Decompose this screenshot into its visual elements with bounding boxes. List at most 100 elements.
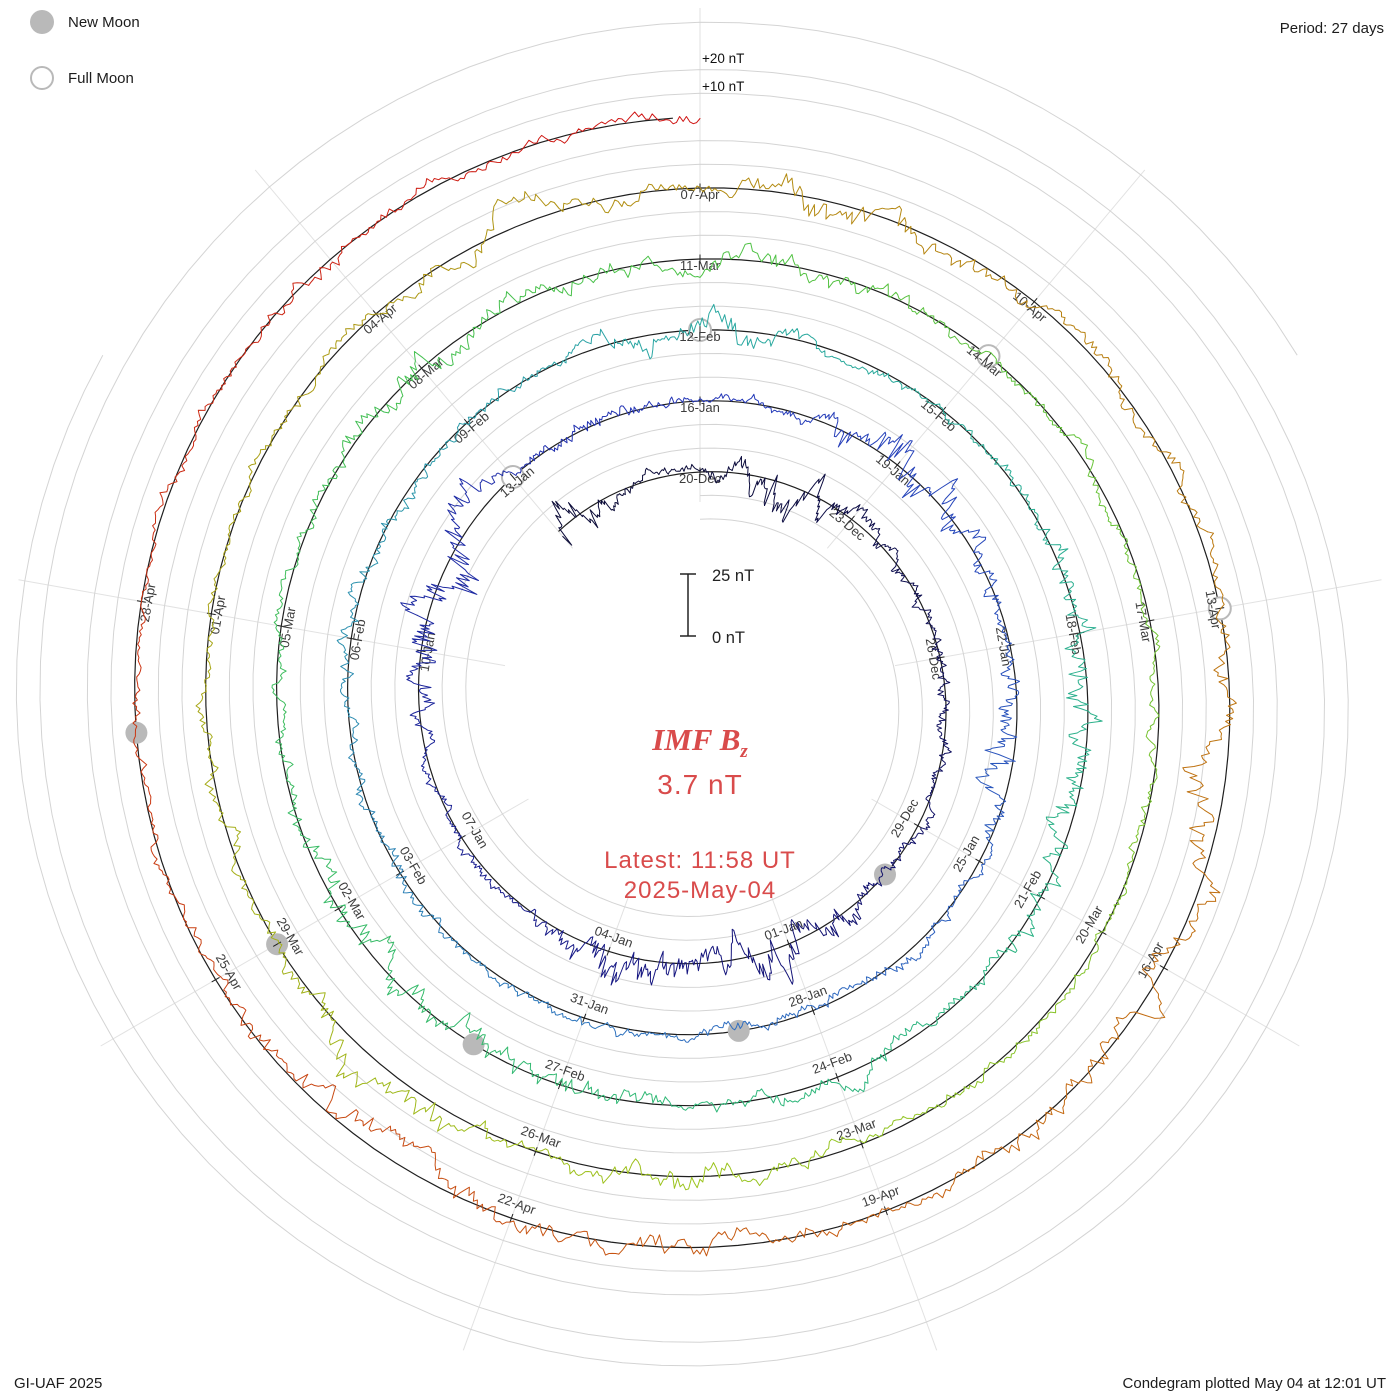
bz-trace-segment (218, 812, 255, 910)
bz-trace-segment (1141, 725, 1158, 820)
bz-trace-segment (814, 203, 917, 237)
latest-time: Latest: 11:58 UT (604, 847, 796, 875)
bz-trace-segment (1166, 850, 1221, 954)
bz-trace-segment (185, 921, 247, 1022)
bz-trace-segment (1123, 545, 1157, 634)
bz-trace-segment (229, 282, 310, 372)
date-tick (894, 461, 901, 469)
date-label: 21-Feb (1011, 867, 1045, 910)
bz-trace-segment (841, 1189, 947, 1230)
legend-full-moon: Full Moon (30, 64, 140, 92)
bz-trace-segment (296, 475, 338, 554)
latest-date: 2025-May-04 (623, 877, 777, 905)
bz-trace-segment (826, 1035, 895, 1093)
bz-trace-segment (582, 1080, 666, 1105)
bz-trace-segment (501, 191, 614, 214)
date-label: 18-Feb (1063, 613, 1085, 656)
date-tick (985, 352, 992, 360)
bz-trace-segment (764, 473, 826, 523)
bz-trace-segment (1207, 531, 1230, 640)
bz-trace-segment (525, 263, 611, 297)
bz-trace-segment (195, 612, 216, 715)
scale-bar-top-label: 25 nT (712, 567, 754, 585)
bz-trace-segment (688, 303, 764, 349)
date-label: 27-Feb (543, 1056, 587, 1084)
bz-trace-segment (423, 1145, 511, 1225)
date-label: 11-Mar (680, 258, 721, 273)
bz-trace-segment (1113, 818, 1146, 909)
bz-trace-segment (691, 928, 746, 976)
bz-trace-segment (831, 1112, 923, 1144)
bz-trace-segment (984, 699, 1018, 765)
bz-trace-segment (741, 1138, 832, 1187)
bz-trace-segment (743, 393, 801, 425)
bz-trace-segment (132, 699, 152, 814)
radial-gridline (767, 885, 938, 1351)
bz-trace-segment (1087, 458, 1128, 547)
bz-trace-segment (1064, 632, 1089, 712)
bz-trace-segment (762, 328, 837, 359)
bz-trace-segment (841, 878, 883, 927)
plotted-timestamp: Condegram plotted May 04 at 12:01 UT (1122, 1375, 1386, 1392)
bz-trace-segment (814, 495, 869, 523)
radial-gridline (894, 579, 1382, 667)
bz-trace-segment (1093, 346, 1154, 439)
bz-trace-segment (1042, 787, 1078, 864)
date-tick (211, 976, 220, 983)
bz-trace-segment (612, 183, 716, 208)
date-label: 12-Feb (679, 329, 720, 344)
date-tick (346, 637, 356, 640)
bz-trace-segment (1066, 710, 1103, 789)
bz-trace-segment (940, 524, 994, 575)
date-tick (509, 473, 517, 481)
date-tick (533, 1147, 538, 1156)
bz-trace-segment (455, 291, 526, 354)
radial-scale-bar: 25 nT 0 nT (680, 567, 754, 647)
bz-trace-segment (273, 552, 300, 640)
scale-bar-bottom-label: 0 nT (712, 629, 745, 647)
bz-trace-segment (358, 800, 400, 867)
bz-trace-segment (332, 404, 391, 477)
bz-trace-segment (963, 824, 995, 886)
bz-trace-segment (714, 173, 816, 217)
bz-trace-segment (453, 1120, 550, 1156)
bz-trace-segment (1149, 632, 1161, 727)
bz-trace-segment (1019, 488, 1069, 559)
bz-trace-segment (434, 787, 462, 840)
grid-label-plus10nT: +10 nT (702, 79, 744, 94)
bz-trace-segment (893, 995, 965, 1041)
bz-trace-segment (207, 514, 235, 614)
date-label: 25-Jan (950, 833, 983, 875)
bz-trace-segment (878, 838, 917, 880)
bz-trace-segment (620, 396, 684, 416)
bz-trace-segment (725, 455, 768, 506)
full-moon-icon (30, 66, 54, 90)
bz-trace-segment (611, 1026, 681, 1041)
bz-trace-segment (1024, 391, 1091, 460)
bz-trace-segment (609, 255, 701, 278)
date-label: 26-Dec (923, 637, 945, 681)
date-label: 04-Jan (593, 923, 635, 951)
bz-trace-segment (280, 340, 342, 425)
bz-trace-segment (679, 463, 727, 484)
bz-trace-segment (790, 908, 845, 943)
chart-title: IMF Bz (450, 722, 950, 763)
bz-trace-segment (1003, 992, 1071, 1063)
bz-trace-segment (490, 885, 537, 922)
bz-trace-segment (744, 939, 800, 985)
bz-trace-segment (551, 500, 601, 546)
bz-trace-segment (340, 658, 360, 731)
date-label: 16-Jan (680, 400, 720, 415)
bz-trace-segment (618, 1231, 732, 1257)
bz-trace-segment (502, 119, 616, 161)
bz-trace-segment (456, 838, 492, 887)
date-tick (1030, 297, 1038, 306)
bz-trace-segment (931, 643, 951, 694)
date-tick (1005, 644, 1015, 647)
new-moon-icon (30, 10, 54, 34)
bz-trace-segment (308, 990, 358, 1088)
bz-trace-segment (287, 807, 341, 884)
date-tick (913, 823, 923, 829)
date-tick (883, 1206, 888, 1216)
bz-trace-segment (922, 1060, 1005, 1114)
